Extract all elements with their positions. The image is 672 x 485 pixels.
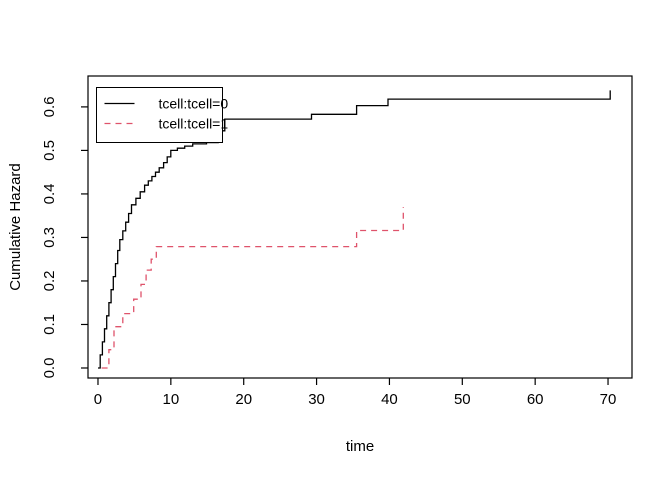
y-tick-label: 0.5 xyxy=(41,140,58,161)
y-tick-label: 0.3 xyxy=(41,227,58,248)
x-tick-label: 20 xyxy=(235,391,252,408)
series-curve-1 xyxy=(101,207,404,369)
x-tick-label: 0 xyxy=(94,391,102,408)
y-axis-title: Cumulative Hazard xyxy=(7,163,24,291)
x-tick-label: 70 xyxy=(600,391,617,408)
y-tick-label: 0.1 xyxy=(41,314,58,335)
x-axis-title: time xyxy=(346,438,374,455)
legend-box xyxy=(96,87,223,143)
legend-label-1: tcell:tcell=1 xyxy=(159,116,229,132)
y-tick-label: 0.2 xyxy=(41,271,58,292)
axes-layer: 0 10 20 30 40 50 60 70 0.0 0.1 0.2 0.3 0.4 0.5 0.6 xyxy=(41,75,633,408)
x-tick-label: 60 xyxy=(527,391,544,408)
y-tick-label: 0.6 xyxy=(41,96,58,117)
x-tick-label: 10 xyxy=(163,391,180,408)
x-tick-label: 50 xyxy=(454,391,471,408)
legend-label-0: tcell:tcell=0 xyxy=(159,96,229,112)
y-tick-label: 0.4 xyxy=(41,183,58,204)
x-tick-label: 40 xyxy=(381,391,398,408)
x-tick-label: 30 xyxy=(308,391,325,408)
plot-border xyxy=(87,75,633,379)
y-tick-label: 0.0 xyxy=(41,358,58,379)
legend: tcell:tcell=0 tcell:tcell=1 xyxy=(96,87,229,143)
